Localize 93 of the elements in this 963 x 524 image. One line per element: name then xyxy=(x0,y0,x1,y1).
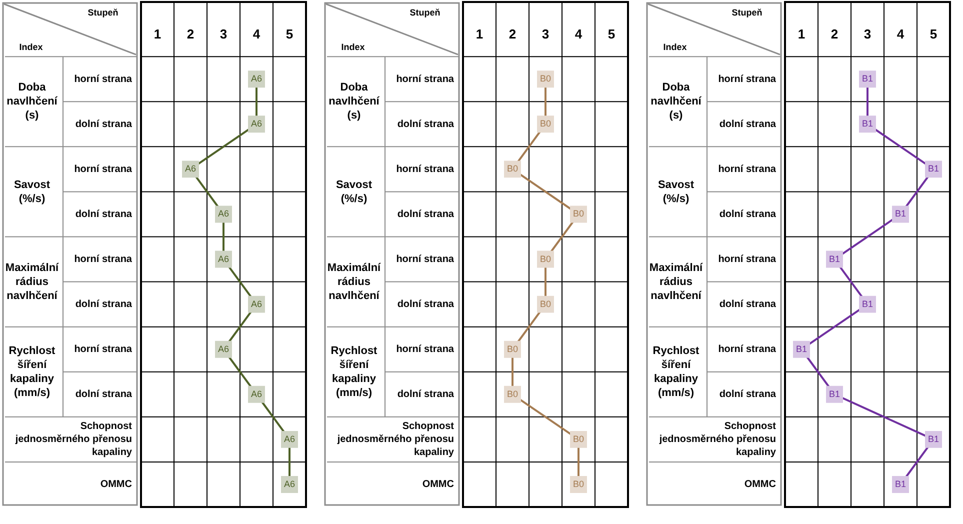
series-label: A6 xyxy=(250,118,262,129)
text: Maximální rádius navlhčení xyxy=(5,262,60,302)
text: B1 xyxy=(796,344,808,354)
text: B0 xyxy=(506,388,518,399)
text: B0 xyxy=(540,74,552,84)
y-axis-title: Index xyxy=(341,42,365,52)
text: B0 xyxy=(540,254,552,264)
y-tick-label: horní strana xyxy=(396,74,454,85)
y-tick-label: horní strana xyxy=(74,344,132,356)
text: B0 xyxy=(506,344,518,354)
text: Savost (%/s) xyxy=(658,178,694,205)
text: Savost (%/s) xyxy=(336,178,372,205)
y-tick-label: horní strana xyxy=(396,164,454,175)
text: B0 xyxy=(572,208,584,219)
x-tick-label: 2 xyxy=(508,26,516,42)
y-tick-label: dolní strana xyxy=(75,208,132,220)
x-tick-label: 4 xyxy=(252,26,261,42)
y-tick-label: horní strana xyxy=(74,164,132,175)
text: A6 xyxy=(218,208,230,219)
y-tick-label: OMMC xyxy=(422,479,454,490)
y-tick-label: Schopnost jednosměrného přenosu kapaliny xyxy=(658,421,777,458)
y-tick-label: horní strana xyxy=(718,164,776,175)
x-tick-label: 2 xyxy=(186,26,194,42)
x-tick-label: 5 xyxy=(930,26,938,42)
text: Doba navlhčení (s) xyxy=(6,82,58,122)
x-tick-label: 1 xyxy=(798,26,806,42)
text: A6 xyxy=(250,388,262,399)
x-tick-label: 1 xyxy=(476,26,484,42)
y-tick-label: Schopnost jednosměrného přenosu kapaliny xyxy=(14,421,133,458)
text: B1 xyxy=(928,164,940,174)
y-tick-label: horní strana xyxy=(396,254,454,266)
series-label: B1 xyxy=(862,118,874,129)
x-axis-title: Stupeň xyxy=(732,7,762,18)
text: A6 xyxy=(218,344,230,354)
y-tick-label: dolní strana xyxy=(719,299,776,310)
y-tick-label: OMMC xyxy=(744,479,776,490)
y-tick-label: dolní strana xyxy=(719,118,776,130)
y-tick-label: dolní strana xyxy=(75,389,132,400)
text: B1 xyxy=(828,254,840,264)
y-tick-label: horní strana xyxy=(718,344,776,356)
text: A6 xyxy=(218,254,230,264)
text: B0 xyxy=(572,478,584,489)
text: Doba navlhčení (s) xyxy=(328,82,380,122)
text: Rychlost šíření kapaliny (mm/s) xyxy=(330,344,378,399)
text: B1 xyxy=(862,74,874,84)
text: B1 xyxy=(894,478,906,489)
y-tick-label: dolní strana xyxy=(75,118,132,130)
x-tick-label: 5 xyxy=(608,26,616,42)
text: A6 xyxy=(284,478,296,489)
text: B1 xyxy=(928,434,940,444)
text: Maximální rádius navlhčení xyxy=(327,262,382,302)
y-tick-label: dolní strana xyxy=(397,389,454,400)
x-tick-label: 3 xyxy=(220,26,228,42)
series-label: B0 xyxy=(540,118,552,129)
y-axis-title: Index xyxy=(19,42,43,52)
y-tick-label: dolní strana xyxy=(397,118,454,130)
y-tick-label: horní strana xyxy=(718,254,776,266)
text: Rychlost šíření kapaliny (mm/s) xyxy=(652,344,700,399)
text: Doba navlhčení (s) xyxy=(650,82,702,122)
x-axis-title: Stupeň xyxy=(410,7,440,18)
text: B1 xyxy=(862,298,874,309)
text: B1 xyxy=(894,208,906,219)
y-tick-label: horní strana xyxy=(718,74,776,85)
text: Rychlost šíření kapaliny (mm/s) xyxy=(8,344,56,399)
x-tick-label: 2 xyxy=(830,26,838,42)
y-tick-label: dolní strana xyxy=(397,208,454,220)
text: B0 xyxy=(540,298,552,309)
y-tick-label: Schopnost jednosměrného přenosu kapaliny xyxy=(336,421,455,458)
y-tick-label: horní strana xyxy=(396,344,454,356)
text: B1 xyxy=(828,388,840,399)
y-tick-label: dolní strana xyxy=(719,389,776,400)
y-tick-label: OMMC xyxy=(100,479,132,490)
x-tick-label: 1 xyxy=(154,26,162,42)
y-tick-label: horní strana xyxy=(74,74,132,85)
text: B0 xyxy=(506,164,518,174)
x-axis-title: Stupeň xyxy=(88,7,118,18)
y-tick-label: horní strana xyxy=(74,254,132,266)
text: B0 xyxy=(572,434,584,444)
text: A6 xyxy=(284,434,296,444)
x-tick-label: 5 xyxy=(286,26,294,42)
y-tick-label: dolní strana xyxy=(75,299,132,310)
x-tick-label: 3 xyxy=(542,26,550,42)
text: A6 xyxy=(184,164,196,174)
x-tick-label: 4 xyxy=(896,26,905,42)
x-tick-label: 3 xyxy=(864,26,872,42)
text: Maximální rádius navlhčení xyxy=(649,262,704,302)
x-tick-label: 4 xyxy=(574,26,583,42)
y-tick-label: dolní strana xyxy=(719,208,776,220)
text: Savost (%/s) xyxy=(14,178,50,205)
y-tick-label: dolní strana xyxy=(397,299,454,310)
text: A6 xyxy=(250,298,262,309)
y-axis-title: Index xyxy=(663,42,687,52)
text: A6 xyxy=(250,74,262,84)
